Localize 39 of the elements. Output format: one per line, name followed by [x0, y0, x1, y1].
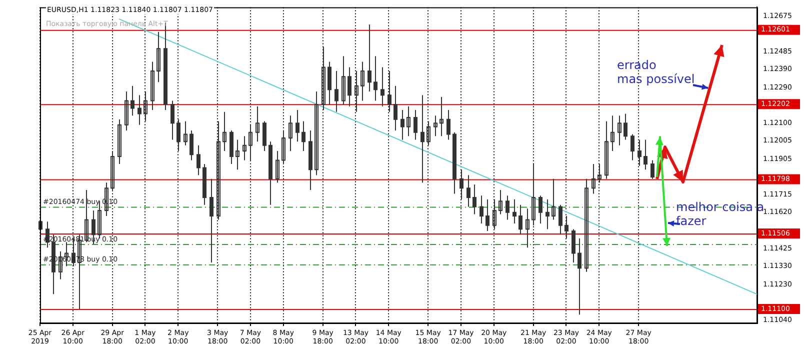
- candlestick: [492, 198, 496, 230]
- candlestick: [360, 61, 364, 102]
- candlestick: [532, 163, 536, 226]
- candlestick: [242, 136, 246, 161]
- candlestick: [526, 208, 530, 248]
- candlestick: [84, 190, 88, 243]
- candlestick: [236, 139, 240, 170]
- candlestick: [156, 31, 160, 83]
- candlestick: [354, 70, 358, 112]
- candlestick: [222, 111, 226, 152]
- candlestick: [322, 46, 326, 111]
- candlestick: [282, 130, 286, 164]
- candlestick: [434, 115, 438, 137]
- candlestick: [406, 106, 410, 137]
- candlestick: [498, 190, 502, 215]
- candlestick: [288, 115, 292, 152]
- candlestick: [144, 90, 148, 122]
- candlestick: [314, 90, 318, 176]
- candlestick: [118, 118, 122, 164]
- candlestick: [618, 115, 622, 146]
- candlestick: [552, 178, 556, 220]
- annotation: errado mas possível: [617, 58, 695, 87]
- candlestick: [248, 124, 252, 161]
- candlestick: [216, 120, 220, 220]
- candlestick: [184, 120, 188, 146]
- candlestick: [584, 178, 588, 272]
- candlestick: [604, 120, 608, 180]
- candlestick: [150, 61, 154, 111]
- candlestick: [592, 163, 596, 194]
- candlestick: [98, 200, 102, 239]
- candlestick: [598, 163, 602, 184]
- candlestick: [342, 56, 346, 105]
- candlestick: [276, 150, 280, 184]
- candlestick: [124, 90, 128, 132]
- candlestick: [610, 115, 614, 152]
- candlestick: [440, 96, 444, 137]
- candlestick: [426, 120, 430, 146]
- candlestick: [256, 106, 260, 142]
- candlestick: [110, 150, 114, 191]
